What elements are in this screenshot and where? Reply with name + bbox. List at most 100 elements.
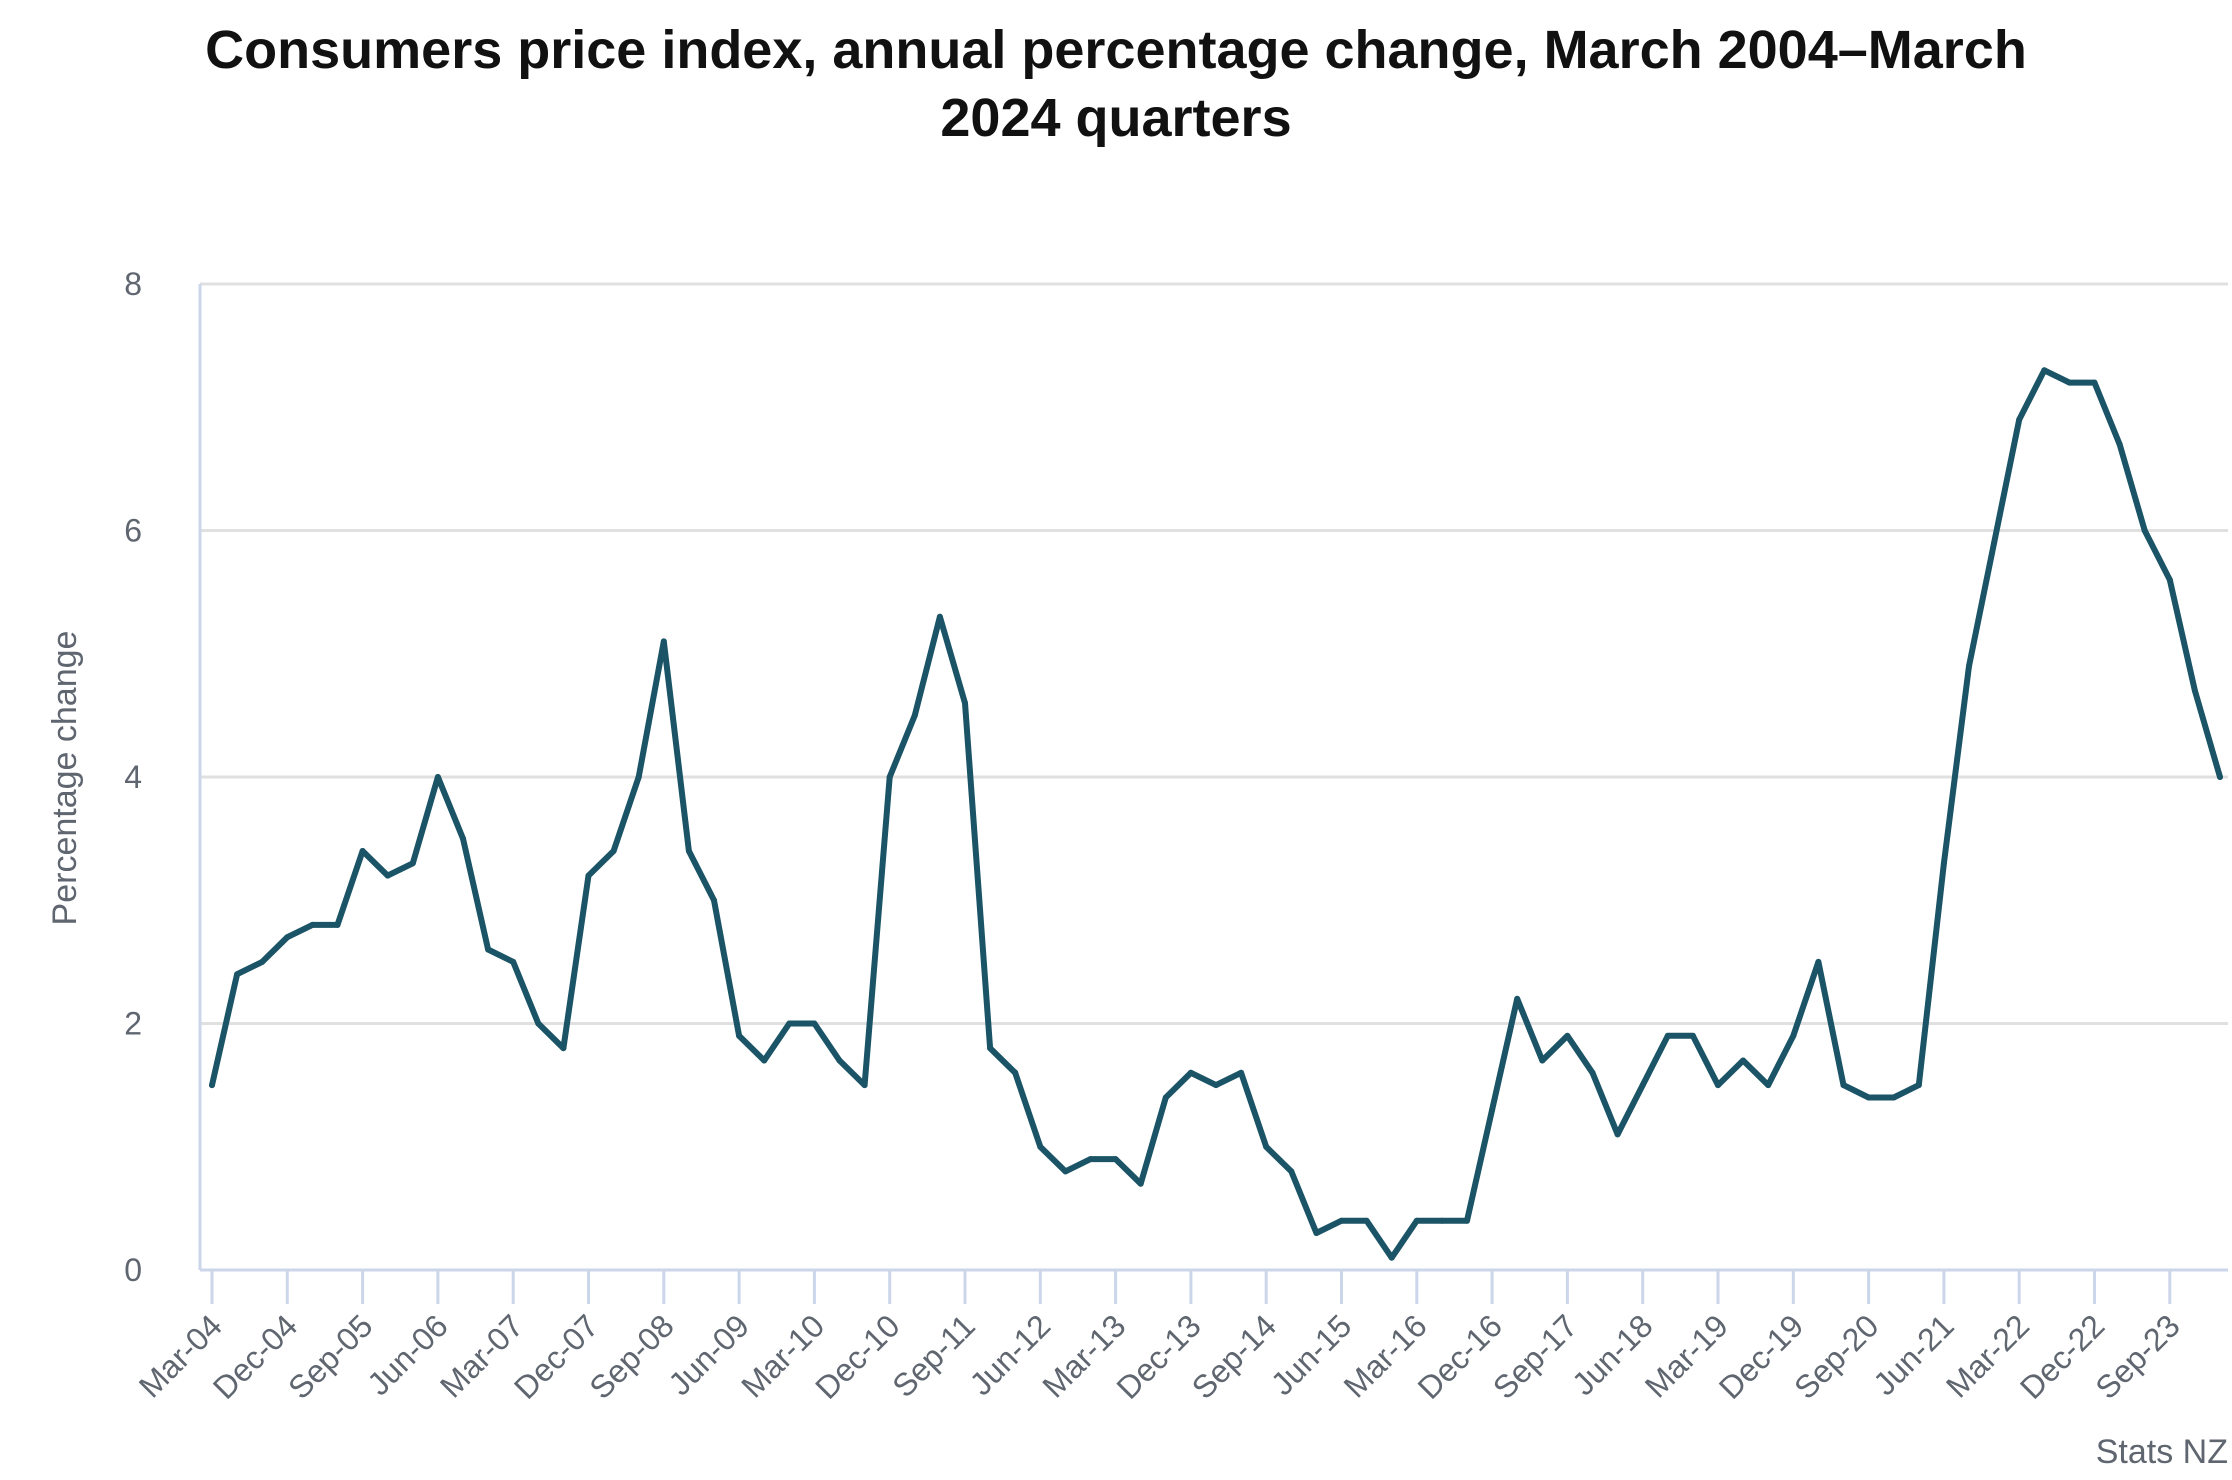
data-point[interactable]	[1137, 1180, 1144, 1187]
data-point[interactable]	[711, 897, 717, 904]
data-point[interactable]	[1589, 1069, 1596, 1076]
data-point[interactable]	[1564, 1032, 1571, 1039]
chart-title-line-1: Consumers price index, annual percentage…	[205, 20, 2027, 80]
data-point[interactable]	[761, 1057, 768, 1064]
data-point[interactable]	[1991, 539, 1998, 546]
series-line-0	[209, 367, 2223, 1261]
data-point[interactable]	[911, 712, 918, 719]
data-point[interactable]	[1489, 1106, 1496, 1113]
data-point[interactable]	[1087, 1156, 1094, 1163]
data-point[interactable]	[334, 921, 341, 928]
data-point[interactable]	[1915, 1082, 1922, 1089]
data-point[interactable]	[585, 872, 592, 879]
data-point[interactable]	[987, 1045, 994, 1052]
data-point[interactable]	[209, 1082, 215, 1089]
data-point[interactable]	[1966, 663, 1972, 670]
data-point[interactable]	[1639, 1082, 1646, 1089]
data-point[interactable]	[409, 860, 416, 867]
data-point[interactable]	[886, 774, 893, 780]
data-point[interactable]	[309, 921, 316, 928]
x-tick-label: Dec-13	[1109, 1307, 1207, 1405]
y-axis-title: Percentage change	[46, 631, 84, 926]
data-point[interactable]	[1238, 1069, 1245, 1076]
data-point[interactable]	[1514, 995, 1521, 1002]
data-point[interactable]	[1263, 1143, 1270, 1150]
data-point[interactable]	[1464, 1217, 1470, 1224]
x-tick-label: Dec-22	[2013, 1307, 2111, 1405]
data-point[interactable]	[685, 847, 692, 854]
data-point[interactable]	[1288, 1168, 1295, 1175]
data-point[interactable]	[2191, 687, 2198, 694]
data-point[interactable]	[1112, 1156, 1119, 1163]
y-tick-label: 0	[124, 1252, 142, 1288]
data-point[interactable]	[1539, 1057, 1546, 1064]
data-point[interactable]	[560, 1045, 567, 1052]
y-tick-label: 4	[124, 759, 142, 795]
data-points	[209, 367, 2223, 1261]
data-point[interactable]	[535, 1020, 542, 1027]
data-point[interactable]	[1890, 1094, 1897, 1101]
data-point[interactable]	[1664, 1032, 1671, 1039]
data-point[interactable]	[660, 638, 667, 645]
data-point[interactable]	[485, 946, 492, 953]
data-point[interactable]	[1313, 1230, 1320, 1237]
data-point[interactable]	[610, 847, 617, 854]
data-point[interactable]	[434, 774, 441, 780]
data-point[interactable]	[1363, 1217, 1370, 1224]
data-point[interactable]	[1438, 1217, 1445, 1224]
data-point[interactable]	[359, 847, 366, 854]
data-point[interactable]	[2141, 527, 2148, 534]
data-point[interactable]	[861, 1082, 868, 1089]
x-tick-labels: Mar-04Dec-04Sep-05Jun-06Mar-07Dec-07Sep-…	[132, 1307, 2187, 1405]
data-point[interactable]	[1187, 1069, 1194, 1076]
data-point[interactable]	[2217, 774, 2223, 780]
data-point[interactable]	[1815, 958, 1822, 965]
data-point[interactable]	[460, 835, 466, 842]
data-point[interactable]	[635, 774, 642, 780]
data-point[interactable]	[2116, 441, 2123, 448]
data-point[interactable]	[1213, 1082, 1219, 1089]
x-tick-label: Dec-16	[1411, 1307, 1509, 1405]
data-point[interactable]	[510, 958, 517, 965]
x-tick-label: Sep-20	[1787, 1307, 1885, 1405]
data-point[interactable]	[962, 700, 968, 707]
chart-title-line-2: 2024 quarters	[940, 88, 1292, 148]
data-point[interactable]	[2066, 379, 2073, 386]
data-point[interactable]	[1865, 1094, 1872, 1101]
data-point[interactable]	[1012, 1069, 1019, 1076]
data-point[interactable]	[811, 1020, 818, 1027]
data-point[interactable]	[1062, 1168, 1069, 1175]
data-point[interactable]	[786, 1020, 793, 1027]
data-point[interactable]	[2166, 576, 2173, 583]
data-point[interactable]	[234, 971, 241, 978]
data-point[interactable]	[1765, 1082, 1772, 1089]
data-point[interactable]	[736, 1032, 743, 1039]
data-point[interactable]	[1689, 1032, 1696, 1039]
data-point[interactable]	[936, 613, 943, 620]
data-point[interactable]	[1388, 1254, 1395, 1261]
data-point[interactable]	[1162, 1094, 1169, 1101]
data-point[interactable]	[284, 934, 291, 941]
data-point[interactable]	[1940, 860, 1947, 867]
chart-title: Consumers price index, annual percentage…	[0, 16, 2232, 152]
x-tick-label: Sep-23	[2088, 1307, 2186, 1405]
x-tick-label: Dec-04	[206, 1307, 304, 1405]
data-point[interactable]	[1338, 1217, 1345, 1224]
y-tick-labels: 0 2 4 6 8	[124, 266, 142, 1288]
data-point[interactable]	[1614, 1131, 1621, 1138]
x-tick-label: Dec-19	[1712, 1307, 1810, 1405]
y-tick-label: 2	[124, 1006, 142, 1042]
data-point[interactable]	[1037, 1143, 1044, 1150]
data-point[interactable]	[1790, 1032, 1797, 1039]
y-tick-label: 8	[124, 266, 142, 302]
data-point[interactable]	[2016, 416, 2023, 423]
data-point[interactable]	[1715, 1082, 1721, 1089]
data-point[interactable]	[836, 1057, 843, 1064]
data-point[interactable]	[1740, 1057, 1747, 1064]
data-point[interactable]	[2091, 379, 2098, 386]
data-point[interactable]	[2041, 367, 2048, 374]
data-point[interactable]	[384, 872, 391, 879]
data-point[interactable]	[1840, 1082, 1847, 1089]
data-point[interactable]	[259, 958, 266, 965]
data-point[interactable]	[1413, 1217, 1420, 1224]
